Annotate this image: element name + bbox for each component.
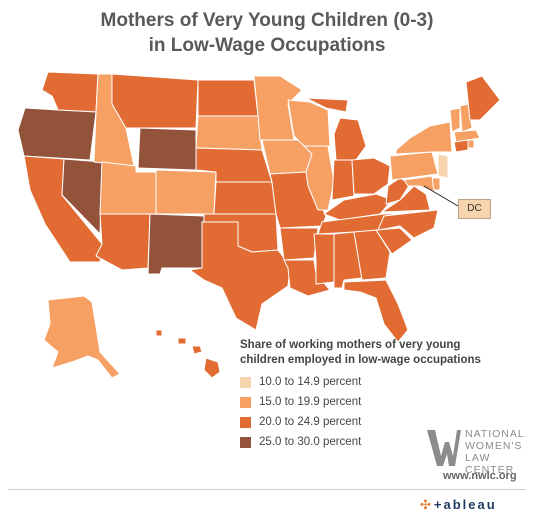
state-oregon[interactable] [17,107,97,161]
state-utah[interactable] [99,161,157,215]
state-hawaii-maui[interactable] [191,345,203,355]
nwlc-line-1: NATIONAL [465,428,525,440]
footer-divider [8,489,526,490]
legend-item[interactable]: 15.0 to 19.9 percent [240,392,500,412]
map-title: Mothers of Very Young Children (0-3) in … [0,8,534,58]
dc-leader-line [423,185,459,207]
state-texas[interactable] [189,221,291,331]
legend-swatch [240,376,251,388]
state-wisconsin[interactable] [287,99,331,147]
state-florida[interactable] [343,279,409,343]
legend-item[interactable]: 10.0 to 14.9 percent [240,372,500,392]
tableau-cross-icon: ✣ [420,497,431,512]
tableau-wordmark: +ableau [433,497,497,512]
state-wyoming[interactable] [137,127,197,171]
state-alaska[interactable] [43,295,121,379]
legend-item[interactable]: 25.0 to 30.0 percent [240,432,500,452]
state-new-mexico[interactable] [147,213,205,275]
legend-title-line-1: Share of working mothers of very young [240,339,461,351]
legend-title: Share of working mothers of very young c… [240,338,500,368]
legend-swatch [240,416,251,428]
state-north-carolina[interactable] [377,209,439,239]
state-massachusetts[interactable] [453,129,481,143]
legend-title-line-2: children employed in low-wage occupation… [240,354,481,366]
legend-label: 15.0 to 19.9 percent [259,396,362,408]
legend: Share of working mothers of very young c… [240,338,500,452]
nwlc-logo[interactable]: NATIONAL WOMEN'S LAW CENTER www.nwlc.org [425,428,525,486]
state-hawaii-big-island[interactable] [203,357,221,379]
nwlc-line-3: LAW CENTER [465,452,515,476]
legend-swatch [240,436,251,448]
state-louisiana[interactable] [283,259,331,297]
state-kansas[interactable] [213,181,277,215]
title-line-1: Mothers of Very Young Children (0-3) [100,10,434,31]
state-north-dakota[interactable] [197,79,259,117]
state-illinois[interactable] [303,145,335,211]
state-indiana[interactable] [331,159,355,201]
state-washington[interactable] [41,71,99,113]
title-line-2: in Low-Wage Occupations [148,35,386,56]
state-colorado[interactable] [155,169,217,215]
nwlc-url[interactable]: www.nwlc.org [443,470,517,482]
state-minnesota[interactable] [253,75,303,141]
state-hawaii-oahu[interactable] [177,337,187,345]
state-arizona[interactable] [95,213,151,271]
state-michigan-lower[interactable] [333,117,367,161]
state-maine[interactable] [465,75,501,121]
nwlc-line-2: WOMEN'S [465,440,523,452]
tableau-logo[interactable]: ✣ +ableau [420,497,497,513]
state-hawaii-kauai[interactable] [155,329,163,337]
state-michigan-upper[interactable] [305,97,349,113]
nwlc-logo-text: NATIONAL WOMEN'S LAW CENTER [465,428,525,476]
state-montana[interactable] [111,73,199,129]
legend-label: 10.0 to 14.9 percent [259,376,362,388]
legend-label: 20.0 to 24.9 percent [259,416,362,428]
state-nevada[interactable] [61,158,103,235]
dc-label[interactable]: DC [458,199,491,219]
state-mississippi[interactable] [313,233,335,285]
state-new-york[interactable] [395,121,453,155]
legend-swatch [240,396,251,408]
state-new-jersey[interactable] [437,153,449,179]
legend-label: 25.0 to 30.0 percent [259,436,362,448]
state-south-carolina[interactable] [375,227,413,255]
state-virginia[interactable] [381,185,431,213]
state-connecticut[interactable] [453,139,469,153]
state-ohio[interactable] [351,157,391,195]
legend-item[interactable]: 20.0 to 24.9 percent [240,412,500,432]
state-south-dakota[interactable] [195,115,263,151]
nwlc-w-logo-icon [427,430,461,466]
state-georgia[interactable] [353,229,391,281]
state-vermont[interactable] [449,107,461,133]
state-arkansas[interactable] [279,227,319,261]
state-rhode-island[interactable] [467,139,475,149]
